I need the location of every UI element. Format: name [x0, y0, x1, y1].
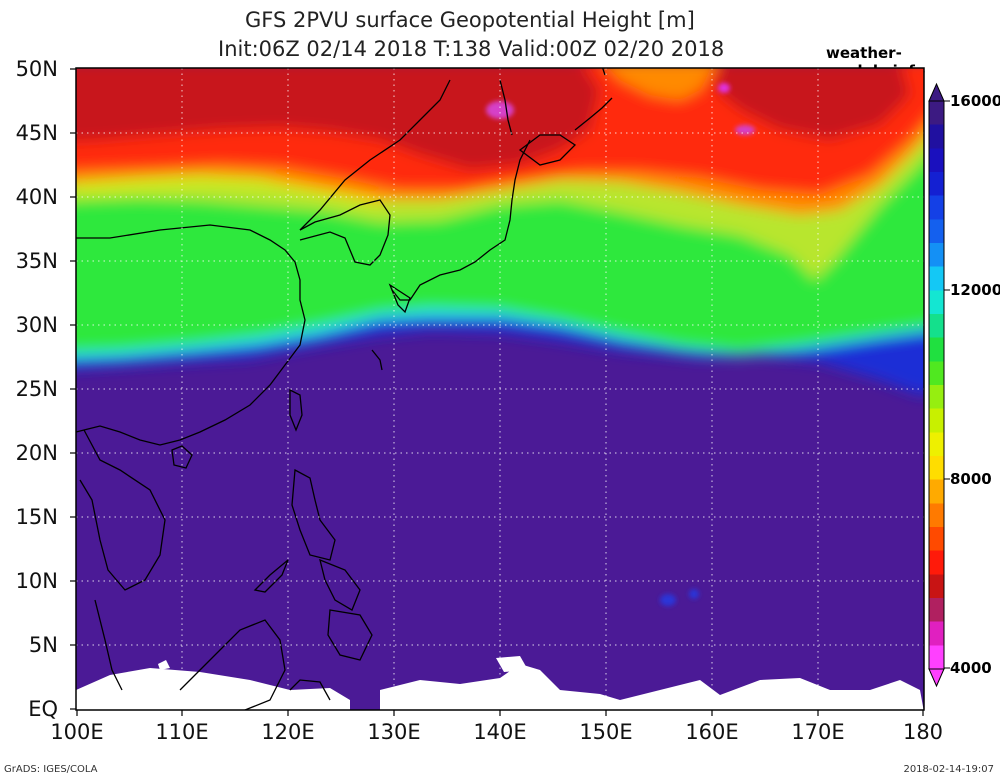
lat-label-15n: 15N — [15, 505, 58, 529]
lat-label-5n: 5N — [28, 633, 58, 657]
missing-data-patches — [76, 656, 924, 710]
lat-label-10n: 10N — [15, 569, 58, 593]
coast-visayas — [319, 558, 361, 611]
lon-label-130e: 130E — [367, 720, 421, 744]
band-orange-ne — [608, 68, 715, 100]
timestamp-credit: 2018-02-14-19:07 — [903, 764, 994, 775]
blue-spot-1 — [660, 594, 676, 606]
lat-label-40n: 40N — [15, 185, 58, 209]
lon-label-100e: 100E — [50, 720, 104, 744]
coast-sakhalin — [499, 79, 513, 136]
coast-china — [76, 224, 306, 446]
colorbar-body — [928, 100, 945, 670]
missing-patch-3 — [158, 660, 170, 670]
lon-label-140e: 140E — [473, 720, 527, 744]
lon-label-120e: 120E — [261, 720, 315, 744]
lat-label-25n: 25N — [15, 377, 58, 401]
lat-label-eq: EQ — [28, 697, 58, 721]
lon-label-170e: 170E — [791, 720, 845, 744]
coast-malaya — [94, 599, 123, 691]
lat-label-45n: 45N — [15, 121, 58, 145]
coast-taiwan — [289, 388, 303, 432]
lat-label-35n: 35N — [15, 249, 58, 273]
colorbar-label-4000: 4000 — [950, 659, 992, 677]
colorbar-bottom-arrow — [928, 668, 945, 688]
lon-label-160e: 160E — [685, 720, 739, 744]
lon-label-110e: 110E — [155, 720, 209, 744]
colorbar-label-8000: 8000 — [950, 470, 992, 488]
lon-label-150e: 150E — [579, 720, 633, 744]
grads-credit: GrADS: IGES/COLA — [4, 764, 98, 775]
coast-manchuria — [299, 79, 451, 231]
coast-sulawesi — [289, 679, 331, 701]
colorbar-label-12000: 12000 — [950, 281, 1000, 299]
missing-patch-4 — [496, 656, 528, 672]
band-darkred — [76, 68, 600, 170]
chart-subtitle: Init:06Z 02/14 2018 T:138 Valid:00Z 02/2… — [218, 37, 725, 61]
lon-label-180: 180 — [902, 720, 944, 744]
lat-label-20n: 20N — [15, 441, 58, 465]
coast-mindanao — [327, 609, 373, 661]
coast-palawan — [253, 559, 289, 593]
missing-patch-1 — [76, 668, 350, 710]
colorbar-top-arrow — [928, 82, 945, 102]
coast-kuriles — [574, 97, 613, 131]
coast-indochina — [79, 429, 166, 591]
colorbar-label-16000: 16000 — [950, 92, 1000, 110]
coast-japan — [391, 139, 531, 301]
map-plot-area — [76, 68, 924, 710]
magenta-spot-2 — [735, 125, 755, 135]
band-yellowband — [76, 178, 380, 206]
lat-label-30n: 30N — [15, 313, 58, 337]
coast-kamchatka — [601, 68, 606, 76]
missing-patch-2 — [380, 664, 924, 710]
colorbar — [928, 82, 950, 688]
field-spots — [486, 83, 755, 606]
gridlines — [76, 68, 924, 710]
coast-korea — [299, 199, 391, 266]
magenta-spot-1 — [486, 101, 514, 119]
axis-ticks — [70, 68, 924, 716]
coast-hainan — [171, 445, 193, 469]
coast-hokkaido — [518, 134, 577, 166]
coast-kyushu — [388, 283, 411, 314]
blue-spot-2 — [689, 589, 699, 599]
chart-title: GFS 2PVU surface Geopotential Height [m] — [245, 8, 695, 32]
coast-ryukyu — [371, 349, 383, 371]
magenta-spot-3 — [718, 83, 730, 93]
band-darkred-ne — [715, 68, 910, 140]
lat-label-50n: 50N — [15, 57, 58, 81]
coast-borneo — [179, 619, 286, 710]
